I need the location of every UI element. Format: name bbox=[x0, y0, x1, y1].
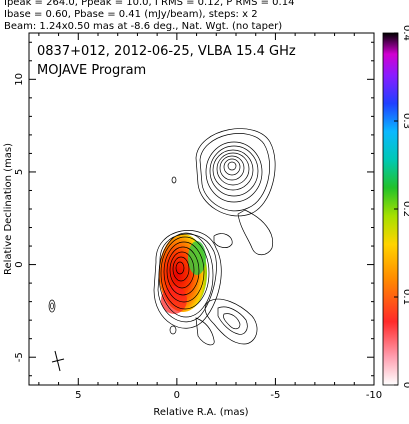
axis-ticks bbox=[29, 33, 375, 385]
jet-knot-contours bbox=[195, 128, 276, 256]
colorbar-tick-label: 0 bbox=[401, 382, 409, 388]
header-line-3: Beam: 1.24x0.50 mas at -8.6 deg., Nat. W… bbox=[4, 21, 283, 32]
panel-title: 0837+012, 2012-06-25, VLBA 15.4 GHz bbox=[37, 44, 296, 59]
x-tick-label: -10 bbox=[366, 390, 382, 401]
noise-contours bbox=[48, 299, 56, 313]
beam-marker bbox=[51, 350, 65, 372]
y-tick-label: 5 bbox=[14, 169, 25, 175]
y-tick-label: -5 bbox=[14, 352, 25, 362]
x-axis-label: Relative R.A. (mas) bbox=[153, 407, 248, 418]
y-axis-label: Relative Declination (mas) bbox=[3, 143, 14, 275]
polarization-image bbox=[159, 234, 207, 314]
colorbar-tick-label: 0.4 bbox=[401, 25, 409, 41]
y-tick-label: 10 bbox=[14, 73, 25, 86]
x-tick-label: 0 bbox=[174, 390, 180, 401]
intensity-contours bbox=[48, 128, 276, 346]
header-line-1: Ipeak = 264.0, Ppeak = 10.0, I RMS = 0.1… bbox=[4, 0, 295, 8]
axis-tick-labels: 5 0 -5 -10 -5 0 5 10 bbox=[14, 73, 382, 401]
plot-frame bbox=[28, 32, 375, 386]
colorbar-tick-label: 0.1 bbox=[401, 289, 409, 305]
panel-subtitle: MOJAVE Program bbox=[37, 63, 146, 78]
x-tick-label: 5 bbox=[75, 390, 81, 401]
jet-tail-contours bbox=[169, 176, 258, 346]
colorbar-tick-label: 0.2 bbox=[401, 201, 409, 217]
colorbar-tick-label: 0.3 bbox=[401, 113, 409, 129]
core-contours bbox=[153, 230, 222, 329]
header-line-2: Ibase = 0.60, Pbase = 0.41 (mJy/beam), s… bbox=[4, 9, 258, 20]
y-tick-label: 0 bbox=[14, 261, 25, 267]
colorbar-ticks: 0 0.1 0.2 0.3 0.4 bbox=[394, 25, 409, 388]
x-tick-label: -5 bbox=[270, 390, 280, 401]
